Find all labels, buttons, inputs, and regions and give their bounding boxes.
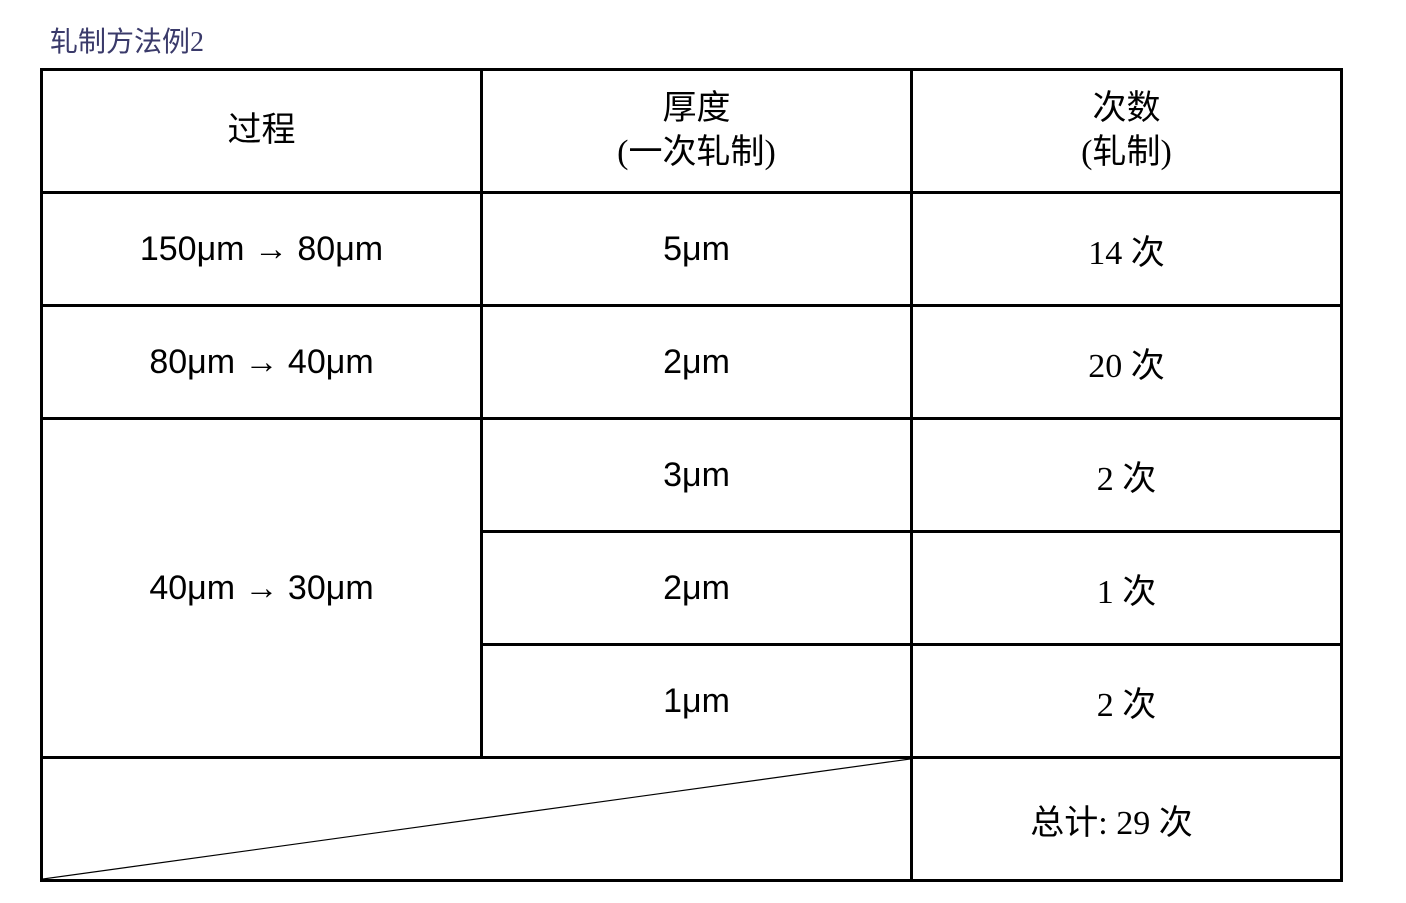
cell-thickness: 2μm	[482, 306, 912, 419]
cell-thickness: 3μm	[482, 419, 912, 532]
table-header-row: 过程 厚度 (一次轧制) 次数 (轧制)	[42, 70, 1342, 193]
cell-count: 14 次	[912, 193, 1342, 306]
header-count-label1: 次数	[1093, 90, 1161, 127]
header-thickness: 厚度 (一次轧制)	[482, 70, 912, 193]
table-row: 80μm → 40μm 2μm 20 次	[42, 306, 1342, 419]
header-count-label2: (轧制)	[1081, 134, 1172, 171]
footer-total-cell: 总计: 29 次	[912, 758, 1342, 881]
cell-process: 80μm → 40μm	[42, 306, 482, 419]
figure-title: 轧制方法例2	[50, 20, 1366, 60]
table-row: 150μm → 80μm 5μm 14 次	[42, 193, 1342, 306]
footer-slash-cell	[42, 758, 912, 881]
table-row: 40μm → 30μm 3μm 2 次	[42, 419, 1342, 532]
cell-process: 150μm → 80μm	[42, 193, 482, 306]
cell-count: 2 次	[912, 419, 1342, 532]
cell-count: 20 次	[912, 306, 1342, 419]
cell-count: 1 次	[912, 532, 1342, 645]
cell-process: 40μm → 30μm	[42, 419, 482, 758]
table-footer-row: 总计: 29 次	[42, 758, 1342, 881]
cell-count: 2 次	[912, 645, 1342, 758]
header-thickness-label2: (一次轧制)	[617, 134, 776, 171]
header-process: 过程	[42, 70, 482, 193]
cell-thickness: 2μm	[482, 532, 912, 645]
diagonal-slash-icon	[43, 759, 910, 879]
rolling-method-table: 过程 厚度 (一次轧制) 次数 (轧制) 150μm → 80μm 5μm 14…	[40, 68, 1343, 882]
header-thickness-label1: 厚度	[663, 90, 731, 127]
header-count: 次数 (轧制)	[912, 70, 1342, 193]
cell-thickness: 5μm	[482, 193, 912, 306]
header-process-label: 过程	[228, 112, 296, 149]
cell-thickness: 1μm	[482, 645, 912, 758]
